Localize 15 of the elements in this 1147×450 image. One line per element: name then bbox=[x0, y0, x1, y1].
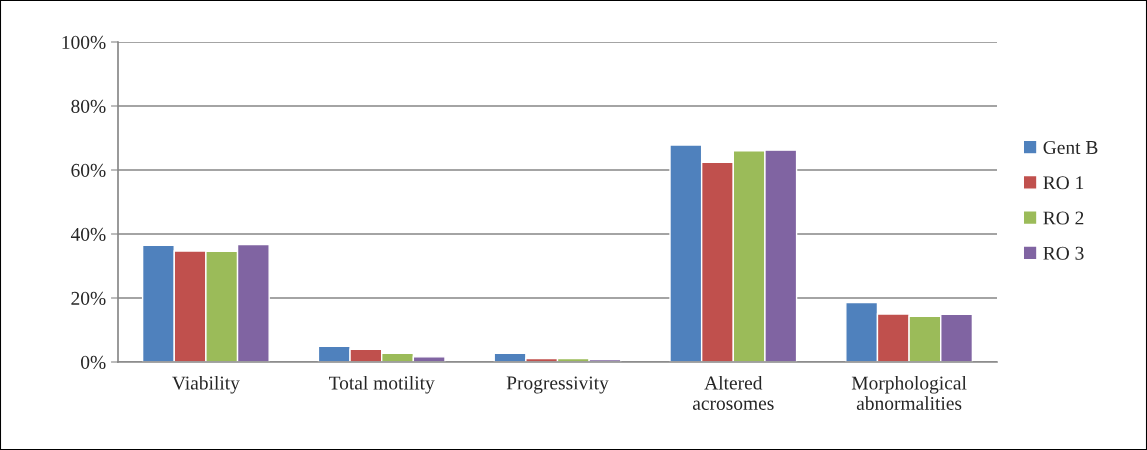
y-tick-label: 100% bbox=[62, 35, 106, 49]
x-tick-label: Altered acrosomes bbox=[692, 375, 774, 410]
y-tick-label: 80% bbox=[71, 99, 106, 113]
y-tick-label: 60% bbox=[71, 163, 106, 177]
legend-label: RO 3 bbox=[1043, 246, 1084, 260]
y-tick-label: 0% bbox=[81, 355, 106, 369]
legend-label: RO 2 bbox=[1043, 211, 1084, 225]
x-tick-label: Viability bbox=[172, 375, 240, 394]
x-tick-label: Total motility bbox=[329, 375, 435, 394]
y-tick-label: 40% bbox=[70, 227, 106, 241]
y-tick-label: 20% bbox=[71, 291, 106, 305]
legend-label: Gent B bbox=[1043, 140, 1098, 155]
x-tick-label: Progressivity bbox=[506, 376, 609, 394]
legend-label: RO 1 bbox=[1043, 176, 1084, 190]
x-tick-label: Morphological abnormalities bbox=[851, 375, 967, 410]
